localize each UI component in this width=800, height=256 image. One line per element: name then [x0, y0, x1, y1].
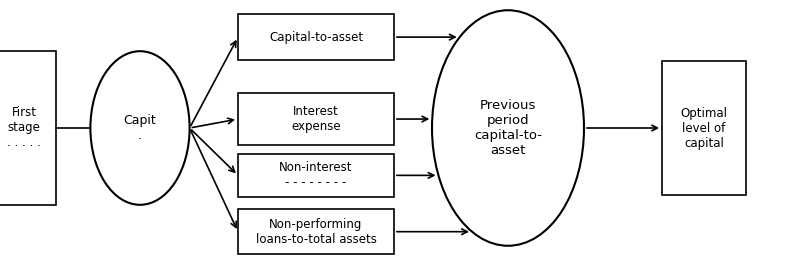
Text: Non-interest
- - - - - - - -: Non-interest - - - - - - - -	[279, 161, 353, 189]
Text: First
stage
. . . . .: First stage . . . . .	[7, 106, 41, 150]
FancyBboxPatch shape	[238, 14, 394, 60]
FancyBboxPatch shape	[238, 209, 394, 254]
Text: Optimal
level of
capital: Optimal level of capital	[681, 106, 727, 150]
Text: Non-performing
loans-to-total assets: Non-performing loans-to-total assets	[255, 218, 377, 246]
Text: Capital-to-asset: Capital-to-asset	[269, 31, 363, 44]
Text: Interest
expense: Interest expense	[291, 105, 341, 133]
Text: Capit
.: Capit .	[124, 114, 156, 142]
Ellipse shape	[432, 10, 584, 246]
FancyBboxPatch shape	[662, 61, 746, 195]
FancyBboxPatch shape	[0, 51, 56, 205]
FancyBboxPatch shape	[238, 93, 394, 145]
Text: Previous
period
capital-to-
asset: Previous period capital-to- asset	[474, 99, 542, 157]
FancyBboxPatch shape	[238, 154, 394, 197]
Ellipse shape	[90, 51, 190, 205]
